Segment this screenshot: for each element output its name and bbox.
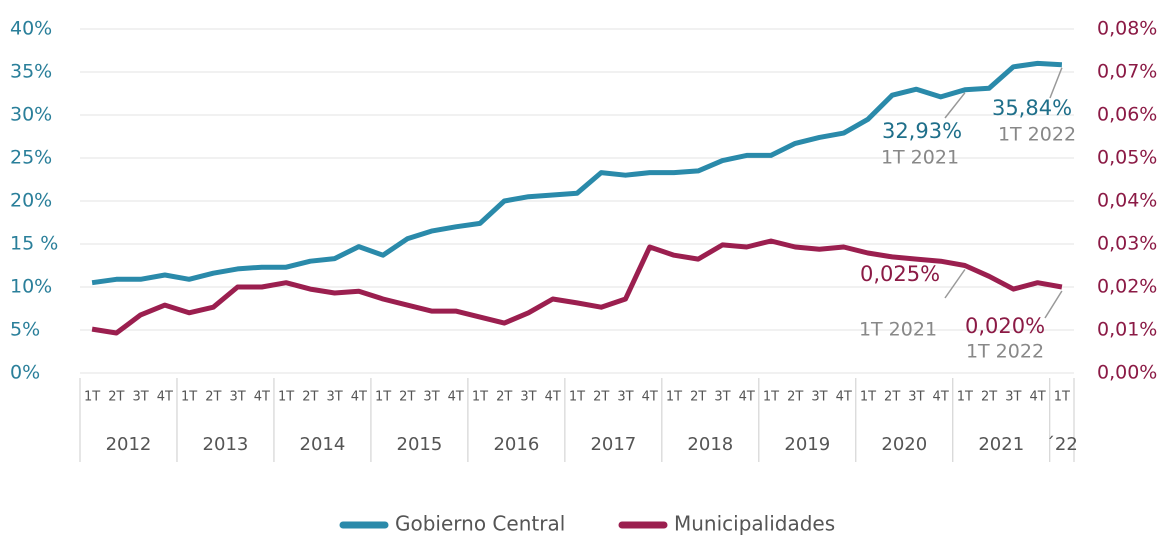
series-line [91, 60, 1063, 286]
y2-tick-label: 0,04% [1097, 190, 1157, 212]
x-group-label: 2013 [203, 434, 249, 455]
y-tick-label: 40% [10, 18, 52, 40]
x-tick-label: 2T [787, 390, 803, 405]
x-group-label: 2017 [590, 434, 636, 455]
y2-tick-label: 0,06% [1097, 104, 1157, 126]
y-tick-label: 35% [10, 61, 52, 83]
series-line [91, 238, 1063, 336]
leader-line [944, 269, 966, 299]
x-tick-label: 4T [351, 390, 367, 405]
y2-tick-label: 0,00% [1097, 362, 1157, 384]
x-tick-label: 4T [157, 390, 173, 405]
x-tick-label: 4T [545, 390, 561, 405]
x-tick-label: 1T [666, 390, 682, 405]
data-label-period: 1T 2021 [859, 319, 937, 341]
x-group-label: 2021 [978, 434, 1024, 455]
y2-tick-label: 0,07% [1097, 61, 1157, 83]
x-tick-label: 1T [763, 390, 779, 405]
leader-line [1049, 67, 1063, 99]
y-tick-label: 25% [10, 147, 52, 169]
x-tick-label: 2T [108, 390, 124, 405]
data-label: 0,025% [860, 262, 940, 286]
y-tick-label: 10% [10, 276, 52, 298]
x-tick-label: 1T [957, 390, 973, 405]
y-tick-label: 30% [10, 104, 52, 126]
y2-tick-label: 0,08% [1097, 18, 1157, 40]
x-tick-label: 3T [133, 390, 149, 405]
y2-tick-label: 0,02% [1097, 276, 1157, 298]
x-tick-label: 2T [205, 390, 221, 405]
x-tick-label: 3T [423, 390, 439, 405]
x-group-label: 2015 [397, 434, 443, 455]
x-tick-label: 4T [933, 390, 949, 405]
data-label: 32,93% [882, 119, 962, 143]
x-tick-label: 4T [448, 390, 464, 405]
y-tick-label: 20% [10, 190, 52, 212]
leader-line [1044, 290, 1063, 319]
x-tick-label: 4T [254, 390, 270, 405]
x-tick-label: 3T [908, 390, 924, 405]
x-tick-label: 3T [326, 390, 342, 405]
x-group-label: 2014 [300, 434, 346, 455]
x-tick-label: 2T [690, 390, 706, 405]
x-group-label: 2012 [106, 434, 152, 455]
x-tick-label: 1T [181, 390, 197, 405]
y2-tick-label: 0,05% [1097, 147, 1157, 169]
x-tick-label: 3T [520, 390, 536, 405]
x-tick-label: 4T [836, 390, 852, 405]
x-tick-label: 2T [981, 390, 997, 405]
x-tick-label: 3T [811, 390, 827, 405]
x-tick-label: 4T [739, 390, 755, 405]
x-tick-label: 1T [84, 390, 100, 405]
x-tick-label: 1T [860, 390, 876, 405]
x-group-label: 2016 [493, 434, 539, 455]
x-tick-label: 2T [302, 390, 318, 405]
x-tick-label: 3T [229, 390, 245, 405]
x-group-label: 2018 [687, 434, 733, 455]
x-tick-label: 4T [1030, 390, 1046, 405]
x-tick-label: 1T [375, 390, 391, 405]
x-tick-label: 3T [714, 390, 730, 405]
x-tick-label: 4T [642, 390, 658, 405]
x-tick-label: 2T [496, 390, 512, 405]
data-label-period: 1T 2021 [881, 147, 959, 169]
legend-label: Gobierno Central [395, 512, 565, 536]
y2-tick-label: 0,03% [1097, 233, 1157, 255]
x-tick-label: 1T [278, 390, 294, 405]
data-label-period: 1T 2022 [966, 341, 1044, 363]
leader-line [944, 92, 966, 119]
data-label: 0,020% [965, 314, 1045, 338]
x-group-label: 2020 [881, 434, 927, 455]
x-tick-label: 3T [617, 390, 633, 405]
x-tick-label: 3T [1005, 390, 1021, 405]
y2-tick-label: 0,01% [1097, 319, 1157, 341]
data-label: 35,84% [992, 96, 1072, 120]
x-tick-label: 1T [569, 390, 585, 405]
y-tick-label: 0% [10, 362, 40, 384]
x-tick-label: 2T [884, 390, 900, 405]
x-tick-label: 1T [472, 390, 488, 405]
legend-label: Municipalidades [674, 512, 835, 536]
data-label-period: 1T 2022 [998, 124, 1076, 146]
x-tick-label: 1T [1054, 390, 1070, 405]
x-group-label: 2019 [784, 434, 830, 455]
x-group-label: ´22 [1046, 434, 1078, 455]
y-tick-label: 5% [10, 319, 40, 341]
x-tick-label: 2T [399, 390, 415, 405]
x-tick-label: 2T [593, 390, 609, 405]
y-tick-label: 15 % [10, 233, 58, 255]
